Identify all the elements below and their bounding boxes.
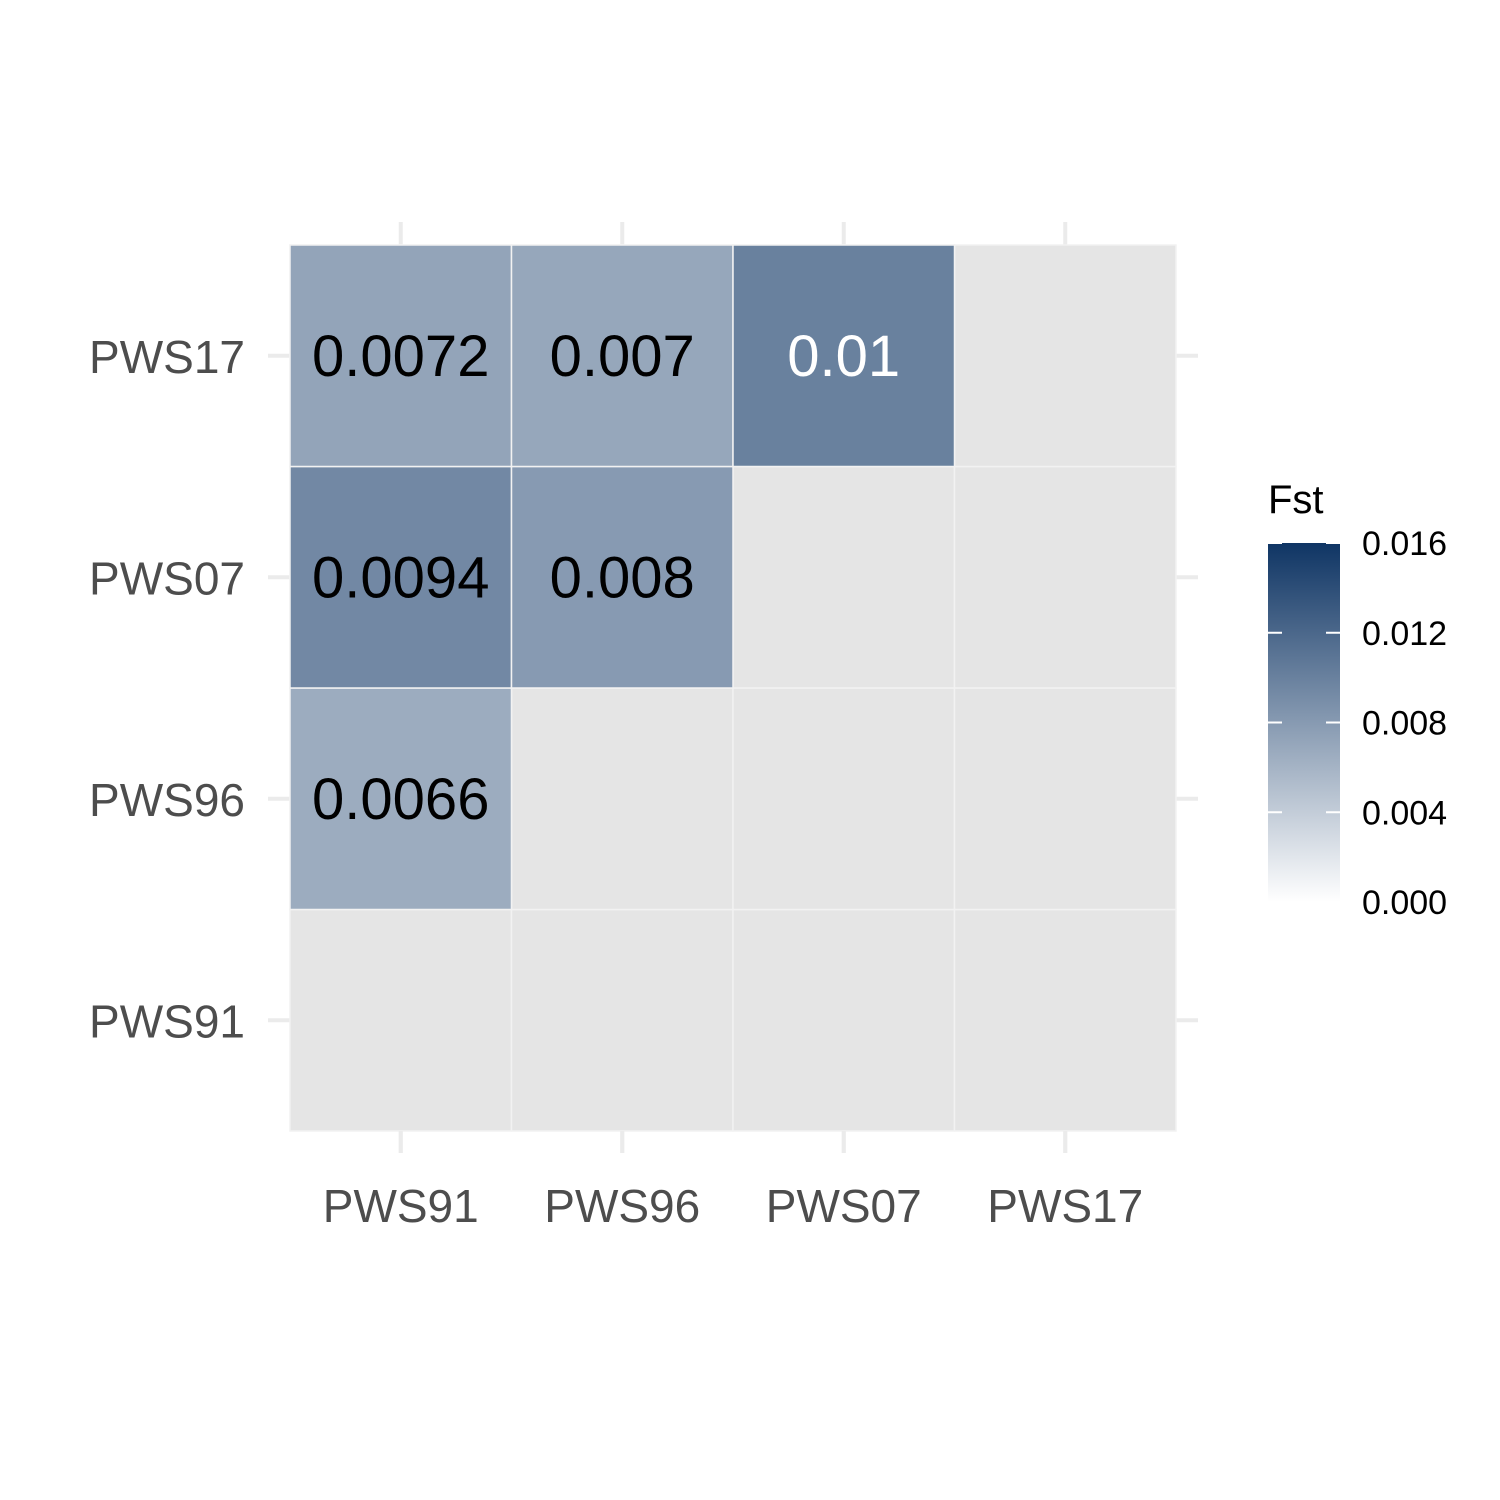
x-axis: PWS91 PWS96 PWS07 PWS17 [323,1131,1143,1232]
cell-labels: 0.0066 0.0094 0.008 0.0072 0.007 0.01 [312,324,900,832]
y-tick-label-pws96: PWS96 [89,774,245,826]
empty-cell [732,687,956,911]
legend-tick-label: 0.008 [1362,705,1447,743]
y-tick-label-pws17: PWS17 [89,331,245,383]
heatmap-cell-pws91-pws07 [289,465,513,689]
empty-cell [953,908,1177,1132]
cell-label-pws91-pws17: 0.0072 [312,324,489,389]
legend-tick-label: 0.016 [1362,525,1447,563]
heatmap-cell-pws07-pws17 [732,244,956,468]
cell-label-pws91-pws96: 0.0066 [312,767,489,832]
empty-cell [732,465,956,689]
cell-label-pws91-pws07: 0.0094 [312,545,489,610]
x-tick-label-pws96: PWS96 [544,1180,700,1232]
empty-cell [510,687,734,911]
heatmap-cell-pws96-pws07 [510,465,734,689]
legend-tick-label: 0.000 [1362,884,1447,922]
y-tick-label-pws91: PWS91 [89,995,245,1047]
x-tick-label-pws91: PWS91 [323,1180,479,1232]
empty-cell [953,465,1177,689]
heatmap-cells [289,244,956,911]
legend: Fst 0.000 0.004 0.008 0.012 0.016 [1268,478,1447,922]
heatmap-cell-pws91-pws17 [289,244,513,468]
y-tick-label-pws07: PWS07 [89,552,245,604]
empty-cell [289,908,513,1132]
x-tick-label-pws07: PWS07 [766,1180,922,1232]
empty-cell [510,908,734,1132]
legend-tick-label: 0.004 [1362,794,1447,832]
cell-label-pws96-pws07: 0.008 [550,545,695,610]
empty-cell [953,244,1177,468]
empty-cell [732,908,956,1132]
y-axis: PWS91 PWS96 PWS07 PWS17 [89,331,245,1048]
heatmap-cell-pws96-pws17 [510,244,734,468]
legend-tick-label: 0.012 [1362,615,1447,653]
empty-cell [953,687,1177,911]
cell-label-pws96-pws17: 0.007 [550,324,695,389]
x-tick-label-pws17: PWS17 [987,1180,1143,1232]
heatmap-cell-pws91-pws96 [289,687,513,911]
cell-label-pws07-pws17: 0.01 [787,324,900,389]
legend-title: Fst [1268,478,1324,522]
